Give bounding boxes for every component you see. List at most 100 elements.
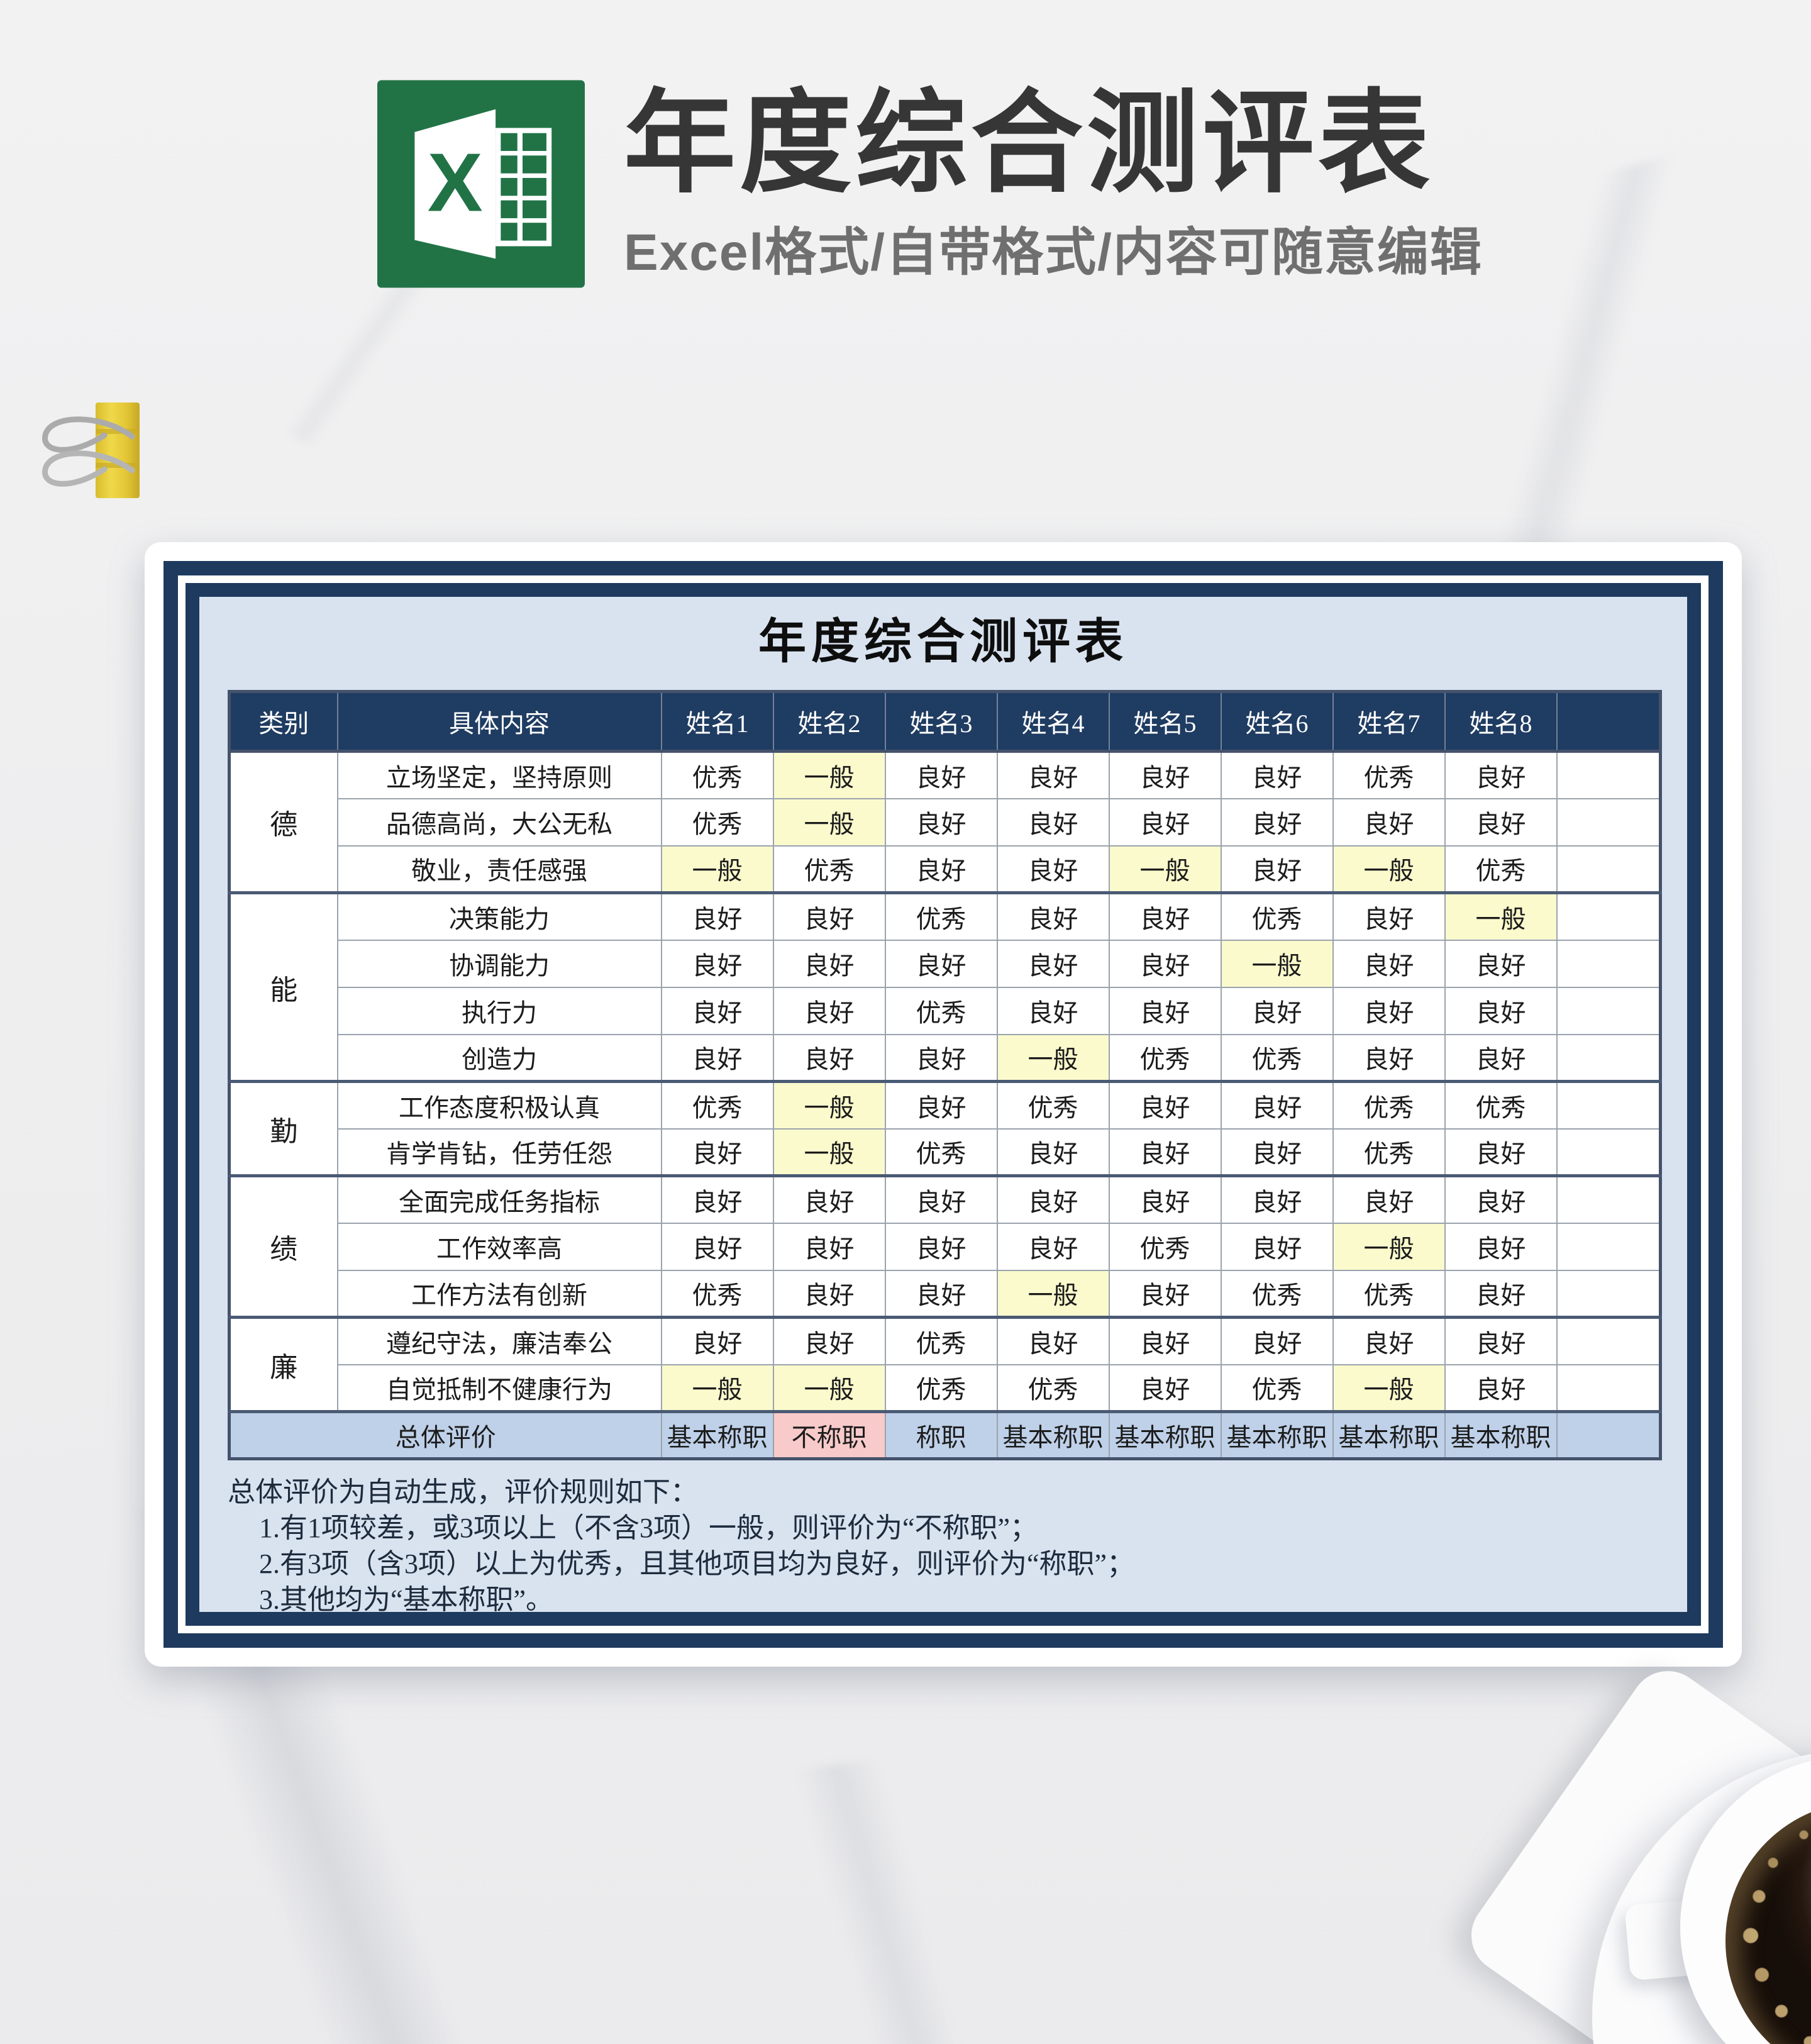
rating-cell: 良好 bbox=[996, 1316, 1110, 1365]
table-row: 执行力 良好 良好 优秀 良好 良好 良好 良好 良好 bbox=[230, 986, 1661, 1035]
rating-cell: 良好 bbox=[1108, 750, 1222, 799]
rating-cell: 良好 bbox=[1220, 845, 1334, 894]
rating-cell: 良好 bbox=[1332, 1033, 1446, 1082]
item-label-cell: 工作态度积极认真 bbox=[336, 1080, 662, 1130]
rating-cell: 良好 bbox=[660, 1174, 774, 1224]
blank-cell bbox=[1556, 750, 1661, 799]
total-rating-cell: 基本称职 bbox=[1220, 1410, 1334, 1460]
rating-cell: 一般 bbox=[1332, 1222, 1446, 1271]
blank-cell bbox=[1556, 1269, 1661, 1318]
rating-cell: 良好 bbox=[1332, 1316, 1446, 1365]
item-label-cell: 肯学肯钻，任劳任怨 bbox=[336, 1128, 662, 1177]
rating-cell: 良好 bbox=[772, 1174, 886, 1224]
rating-cell: 一般 bbox=[1220, 939, 1334, 988]
card-outer-frame: 年度综合测评表 类别 具体内容 姓名1 姓名2 姓名3 姓名4 姓名5 姓名6 姓名7 姓名8 德… bbox=[163, 561, 1723, 1648]
rating-cell: 良好 bbox=[1108, 891, 1222, 941]
column-header-blank bbox=[1556, 691, 1661, 753]
rating-cell: 优秀 bbox=[660, 1080, 774, 1130]
column-header-name: 姓名1 bbox=[660, 691, 774, 753]
rating-cell: 良好 bbox=[884, 1222, 998, 1271]
rating-cell: 良好 bbox=[772, 939, 886, 988]
column-header-category: 类别 bbox=[228, 691, 338, 753]
blank-cell bbox=[1556, 845, 1661, 894]
rating-cell: 良好 bbox=[1108, 1269, 1222, 1318]
blank-cell bbox=[1556, 1033, 1661, 1082]
rating-cell: 良好 bbox=[1108, 1080, 1222, 1130]
blank-cell bbox=[1556, 1364, 1661, 1413]
rating-cell: 一般 bbox=[1108, 845, 1222, 894]
rating-cell: 优秀 bbox=[1108, 1222, 1222, 1271]
rating-cell: 良好 bbox=[1444, 1033, 1558, 1082]
rating-cell: 良好 bbox=[996, 986, 1110, 1035]
rating-cell: 良好 bbox=[772, 1269, 886, 1318]
rating-cell: 良好 bbox=[1444, 939, 1558, 988]
rating-cell: 优秀 bbox=[1332, 750, 1446, 799]
rating-cell: 良好 bbox=[884, 1269, 998, 1318]
table-header: 类别 具体内容 姓名1 姓名2 姓名3 姓名4 姓名5 姓名6 姓名7 姓名8 bbox=[228, 691, 1661, 753]
rating-cell: 良好 bbox=[996, 797, 1110, 847]
poster-header: X 年度综合测评表 Excel格式/自带格式/内容可随意编辑 bbox=[0, 0, 1811, 340]
rating-cell: 优秀 bbox=[1220, 1269, 1334, 1318]
note-line: 总体评价为自动生成，评价规则如下： bbox=[228, 1477, 698, 1508]
note-line: 3.其他均为“基本称职”。 bbox=[259, 1584, 554, 1612]
rating-cell: 良好 bbox=[1332, 1174, 1446, 1224]
rating-cell: 优秀 bbox=[884, 1128, 998, 1177]
rating-cell: 良好 bbox=[996, 891, 1110, 941]
table-row: 能决策能力 良好 良好 优秀 良好 良好 优秀 良好 一般 bbox=[228, 891, 1661, 1082]
rating-cell: 良好 bbox=[1332, 891, 1446, 941]
rating-cell: 良好 bbox=[1444, 1174, 1558, 1224]
rating-cell: 良好 bbox=[1444, 1316, 1558, 1365]
rating-cell: 良好 bbox=[884, 1080, 998, 1130]
rating-cell: 良好 bbox=[1220, 750, 1334, 799]
rating-cell: 一般 bbox=[660, 1364, 774, 1413]
rating-cell: 良好 bbox=[996, 939, 1110, 988]
rating-cell: 良好 bbox=[1108, 986, 1222, 1035]
rating-cell: 良好 bbox=[1108, 939, 1222, 988]
table-row: 德立场坚定，坚持原则 优秀 一般 良好 良好 良好 良好 优秀 良好 bbox=[228, 750, 1661, 894]
rating-cell: 良好 bbox=[772, 986, 886, 1035]
column-header-name: 姓名4 bbox=[996, 691, 1110, 753]
rating-cell: 优秀 bbox=[1220, 1033, 1334, 1082]
table-title: 年度综合测评表 bbox=[758, 615, 1128, 669]
total-row: 总体评价 基本称职 不称职 称职 基本称职 基本称职 基本称职 基本称职 基本称职 bbox=[228, 1410, 1661, 1460]
item-label-cell: 创造力 bbox=[336, 1033, 662, 1082]
item-label-cell: 决策能力 bbox=[336, 891, 662, 941]
poster-title: 年度综合测评表 bbox=[624, 81, 1434, 206]
rating-cell: 良好 bbox=[1108, 1128, 1222, 1177]
table-row: 敬业，责任感强 一般 优秀 良好 良好 一般 良好 一般 优秀 bbox=[230, 845, 1661, 894]
total-rating-cell: 基本称职 bbox=[1108, 1410, 1222, 1460]
item-label-cell: 执行力 bbox=[336, 986, 662, 1035]
rating-cell: 良好 bbox=[996, 1222, 1110, 1271]
table-row: 协调能力 良好 良好 良好 良好 良好 一般 良好 良好 bbox=[230, 939, 1661, 988]
rating-cell: 良好 bbox=[996, 750, 1110, 799]
rating-cell: 良好 bbox=[1220, 1128, 1334, 1177]
header-row: 类别 具体内容 姓名1 姓名2 姓名3 姓名4 姓名5 姓名6 姓名7 姓名8 bbox=[228, 691, 1661, 753]
rating-cell: 优秀 bbox=[996, 1364, 1110, 1413]
rating-cell: 良好 bbox=[1220, 1080, 1334, 1130]
rating-cell: 良好 bbox=[660, 1033, 774, 1082]
rating-cell: 良好 bbox=[996, 845, 1110, 894]
note-line: 1.有1项较差，或3项以上（不含3项）一般，则评价为“不称职”； bbox=[259, 1513, 1038, 1543]
rating-cell: 优秀 bbox=[1332, 1080, 1446, 1130]
table-row: 勤工作态度积极认真 优秀 一般 良好 优秀 良好 良好 优秀 优秀 bbox=[228, 1080, 1661, 1177]
rating-cell: 良好 bbox=[1444, 1364, 1558, 1413]
rating-cell: 良好 bbox=[1108, 1364, 1222, 1413]
blank-cell bbox=[1556, 1080, 1661, 1130]
rating-cell: 优秀 bbox=[1220, 891, 1334, 941]
category-cell: 德 bbox=[228, 750, 338, 894]
rating-cell: 一般 bbox=[660, 845, 774, 894]
rating-cell: 良好 bbox=[1108, 1174, 1222, 1224]
table-row: 工作方法有创新 优秀 良好 良好 一般 良好 优秀 优秀 良好 bbox=[230, 1269, 1661, 1318]
column-header-name: 姓名5 bbox=[1108, 691, 1222, 753]
table-row: 廉遵纪守法，廉洁奉公 良好 良好 优秀 良好 良好 良好 良好 良好 bbox=[228, 1316, 1661, 1413]
table-body: 德立场坚定，坚持原则 优秀 一般 良好 良好 良好 良好 优秀 良好 品德高尚，大公无私 优秀 一般良… bbox=[228, 750, 1661, 1460]
rating-cell: 一般 bbox=[996, 1033, 1110, 1082]
item-label-cell: 工作效率高 bbox=[336, 1222, 662, 1271]
table-row: 绩全面完成任务指标 良好 良好 良好 良好 良好 良好 良好 良好 bbox=[228, 1174, 1661, 1318]
rating-cell: 一般 bbox=[772, 750, 886, 799]
rating-cell: 良好 bbox=[884, 845, 998, 894]
rating-cell: 优秀 bbox=[884, 1364, 998, 1413]
rating-cell: 良好 bbox=[1220, 986, 1334, 1035]
table-row: 自觉抵制不健康行为 一般 一般 优秀 优秀 良好 优秀 一般 良好 bbox=[230, 1364, 1661, 1413]
